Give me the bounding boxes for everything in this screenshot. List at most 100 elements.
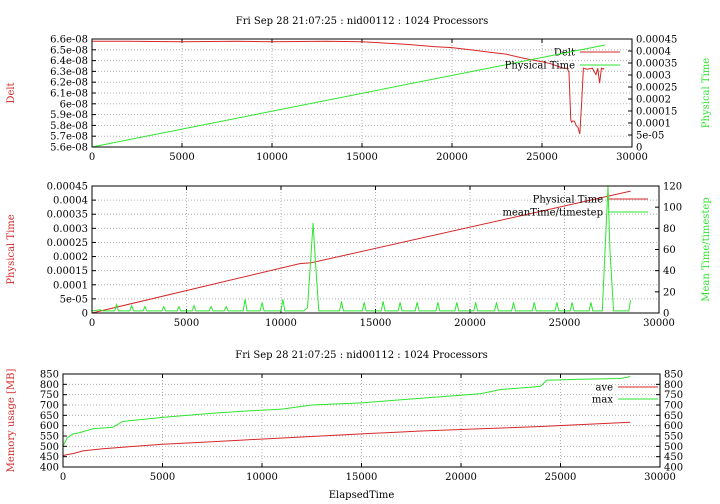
y2-tick-label: 0.0001: [636, 119, 671, 130]
y-tick-label: 0.00025: [47, 238, 88, 249]
y2-tick-label: 0.0002: [636, 95, 671, 106]
series-line-max: [62, 375, 631, 447]
x-tick-label: 0: [60, 472, 66, 483]
y-tick-label: 850: [40, 370, 59, 381]
y-tick-label: 600: [40, 421, 59, 432]
y2-tick-label: 0.0004: [636, 47, 671, 58]
y-tick-label: 700: [40, 401, 59, 412]
x-tick-label: 10000: [246, 472, 278, 483]
y-tick-label: 0.0004: [53, 196, 88, 207]
x-tick-label: 25000: [526, 152, 558, 163]
y2-axis-label: Mean Time/timestep: [701, 197, 712, 301]
y2-tick-label: 500: [664, 442, 683, 453]
plot-frame: [62, 373, 661, 468]
y2-tick-label: 20: [663, 287, 676, 298]
y-tick-label: 500: [40, 442, 59, 453]
y-tick-label: 750: [40, 390, 59, 401]
x-tick-label: 25000: [549, 318, 581, 329]
series-line-meantime-timestep: [91, 185, 632, 312]
y-tick-label: 6.5e-08: [50, 45, 88, 56]
x-tick-label: 15000: [346, 472, 378, 483]
y2-tick-label: 40: [663, 266, 676, 277]
x-tick-label: 15000: [360, 318, 392, 329]
x-tick-label: 0: [89, 152, 95, 163]
y2-tick-label: 650: [664, 411, 683, 422]
x-tick-label: 20000: [436, 152, 468, 163]
y-axis-label: Memory usage [MB]: [6, 369, 17, 473]
legend-label: meanTime/timestep: [502, 208, 603, 219]
chart-title: Fri Sep 28 21:07:25 : nid00112 : 1024 Pr…: [236, 16, 488, 27]
y-axis-label: Delt: [6, 82, 17, 103]
y-tick-label: 400: [40, 463, 59, 474]
series-line-physical-time: [91, 44, 606, 148]
y2-tick-label: 700: [664, 401, 683, 412]
y-tick-label: 5.9e-08: [50, 110, 88, 121]
y-tick-label: 0: [82, 309, 88, 320]
y2-tick-label: 5e-05: [636, 131, 664, 142]
y2-tick-label: 0.00035: [636, 59, 677, 70]
y2-tick-label: 0: [636, 143, 642, 154]
y-tick-label: 0.0003: [53, 224, 88, 235]
y2-tick-label: 0.00045: [636, 35, 677, 46]
x-tick-label: 5000: [169, 152, 194, 163]
series-line-physical-time: [91, 190, 631, 314]
y2-tick-label: 0.00015: [636, 107, 677, 118]
x-tick-label: 0: [89, 318, 95, 329]
y-axis-label: Physical Time: [6, 214, 17, 284]
y-tick-label: 5.7e-08: [50, 132, 88, 143]
y-tick-label: 6.2e-08: [50, 78, 88, 89]
y2-tick-label: 0.00025: [636, 83, 677, 94]
y-tick-label: 0.00045: [47, 182, 88, 193]
y2-tick-label: 600: [664, 421, 683, 432]
y-tick-label: 6.6e-08: [50, 35, 88, 46]
x-tick-label: 20000: [445, 472, 477, 483]
y-tick-label: 5.8e-08: [50, 121, 88, 132]
legend-label: Physical Time: [533, 195, 603, 206]
y-tick-label: 6e-08: [60, 99, 88, 110]
y2-tick-label: 400: [664, 463, 683, 474]
x-tick-label: 10000: [256, 152, 288, 163]
x-tick-label: 30000: [644, 472, 676, 483]
x-tick-label: 15000: [346, 152, 378, 163]
y-tick-label: 450: [40, 452, 59, 463]
y2-tick-label: 120: [663, 182, 682, 193]
y2-tick-label: 100: [663, 203, 682, 214]
x-tick-label: 10000: [265, 318, 297, 329]
y-tick-label: 6.3e-08: [50, 67, 88, 78]
y-tick-label: 550: [40, 432, 59, 443]
y2-tick-label: 850: [664, 370, 683, 381]
y2-tick-label: 0: [663, 309, 669, 320]
chart-title: Fri Sep 28 21:07:25 : nid00112 : 1024 Pr…: [235, 350, 487, 361]
memory-usage-chart: 0 5000 10000 15000 20000 25000 300004004505005…: [6, 350, 683, 501]
y2-axis-label: Physical Time: [701, 58, 712, 128]
delt-physical-time-chart: 0 5000 10000 15000 20000 25000 30000 5.6e-085.7…: [6, 16, 712, 163]
physical-time-mean-timestep-chart: 0 5000 10000 15000 20000 25000 3000005e-050.00…: [6, 182, 712, 330]
x-tick-label: 25000: [545, 472, 577, 483]
y-tick-label: 5.6e-08: [50, 143, 88, 154]
y-tick-label: 0.0001: [53, 280, 88, 291]
legend-label: ave: [595, 383, 613, 394]
y-tick-label: 650: [40, 411, 59, 422]
plot-frame: [91, 185, 660, 314]
x-tick-label: 5000: [150, 472, 175, 483]
y2-tick-label: 550: [664, 432, 683, 443]
y2-tick-label: 60: [663, 245, 676, 256]
y2-tick-label: 0.0003: [636, 71, 671, 82]
y-tick-label: 5e-05: [60, 294, 88, 305]
y-tick-label: 0.0002: [53, 252, 88, 263]
y-tick-label: 6.1e-08: [50, 89, 88, 100]
y-tick-label: 0.00015: [47, 266, 88, 277]
x-tick-label: 20000: [454, 318, 486, 329]
x-axis-label: ElapsedTime: [329, 490, 395, 501]
series-line-delt: [92, 40, 605, 135]
x-tick-label: 30000: [643, 318, 675, 329]
y-tick-label: 0.00035: [47, 210, 88, 221]
y-tick-label: 6.4e-08: [50, 56, 88, 67]
y2-tick-label: 750: [664, 390, 683, 401]
legend-label: max: [592, 395, 613, 406]
legend-label: Physical Time: [505, 61, 575, 72]
y2-tick-label: 450: [664, 452, 683, 463]
y2-tick-label: 80: [663, 224, 676, 235]
y-tick-label: 800: [40, 380, 59, 391]
